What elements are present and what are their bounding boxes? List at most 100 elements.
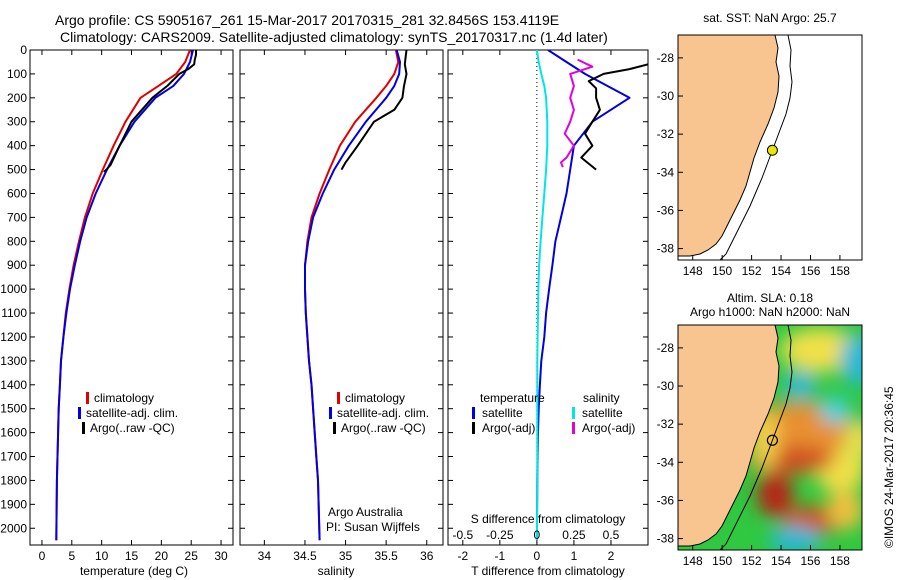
lon-tick-label: 158 bbox=[830, 554, 850, 568]
legend-swatch-sal-satellite bbox=[572, 407, 575, 419]
depth-tick-label: 500 bbox=[7, 163, 27, 177]
sst-map bbox=[677, 34, 863, 261]
legend-title-temperature: temperature bbox=[480, 391, 545, 405]
lat-tick-label: -28 bbox=[657, 51, 675, 65]
legend-label-temp-argo: Argo(-adj) bbox=[482, 421, 535, 435]
t-difference-axis-title: T difference from climatology bbox=[471, 564, 625, 578]
x-tick-label: 0 bbox=[39, 549, 46, 563]
credit-line-2: PI: Susan Wijffels bbox=[326, 520, 420, 534]
s-tick-label: 0 bbox=[534, 528, 541, 542]
x-tick-label: 30 bbox=[214, 549, 228, 563]
x-tick-label: 36 bbox=[420, 549, 434, 563]
series-line-temperature-argo-adj- bbox=[580, 63, 648, 171]
depth-tick-label: 100 bbox=[7, 67, 27, 81]
s-tick-label: -0.5 bbox=[452, 528, 473, 542]
depth-tick-label: 200 bbox=[7, 91, 27, 105]
x-tick-label: 10 bbox=[95, 549, 109, 563]
legend-label-climatology: climatology bbox=[345, 391, 405, 405]
depth-tick-label: 1700 bbox=[0, 450, 27, 464]
salinity-axis-title: salinity bbox=[318, 564, 355, 578]
lat-tick-label: -28 bbox=[657, 341, 675, 355]
lon-tick-label: 150 bbox=[712, 554, 732, 568]
lon-tick-label: 152 bbox=[742, 264, 762, 278]
sst-map-islands bbox=[861, 120, 862, 121]
salinity-legend: climatology satellite-adj. clim. Argo(..… bbox=[329, 391, 429, 435]
depth-tick-label: 300 bbox=[7, 115, 27, 129]
salinity-panel-frame bbox=[239, 49, 444, 546]
lat-tick-label: -32 bbox=[657, 417, 675, 431]
temperature-panel-frame bbox=[29, 49, 234, 546]
x-tick-label: 0 bbox=[534, 549, 541, 563]
lat-tick-label: -36 bbox=[657, 203, 675, 217]
lon-tick-label: 156 bbox=[800, 264, 820, 278]
lon-tick-label: 148 bbox=[683, 554, 703, 568]
sla-map-title-2: Argo h1000: NaN h2000: NaN bbox=[690, 305, 850, 319]
legend-swatch-climatology bbox=[337, 392, 340, 404]
legend-swatch-sal-argo bbox=[572, 422, 575, 434]
lat-tick-label: -38 bbox=[657, 242, 675, 256]
x-tick-label: 25 bbox=[185, 549, 199, 563]
depth-tick-label: 1300 bbox=[0, 354, 27, 368]
argo-location-marker bbox=[766, 434, 778, 446]
lon-tick-label: 154 bbox=[771, 264, 791, 278]
x-tick-label: 1 bbox=[571, 549, 578, 563]
depth-tick-label: 0 bbox=[20, 43, 27, 57]
s-tick-label: -0.25 bbox=[486, 528, 514, 542]
s-tick-label: 0.25 bbox=[562, 528, 586, 542]
legend-label-satellite-adj: satellite-adj. clim. bbox=[86, 406, 178, 420]
x-tick-label: 34 bbox=[258, 549, 272, 563]
lon-tick-label: 148 bbox=[683, 264, 703, 278]
depth-tick-label: 1500 bbox=[0, 402, 27, 416]
x-tick-label: 20 bbox=[155, 549, 169, 563]
sst-map-1000m-contour bbox=[719, 35, 793, 260]
temperature-axis-title: temperature (deg C) bbox=[80, 564, 188, 578]
depth-tick-label: 900 bbox=[7, 258, 27, 272]
s-tick-label: 0.5 bbox=[603, 528, 620, 542]
lon-tick-label: 156 bbox=[800, 554, 820, 568]
x-tick-label: 35.5 bbox=[374, 549, 398, 563]
lat-tick-label: -30 bbox=[657, 89, 675, 103]
series-line-salinity-argo-adj- bbox=[560, 58, 594, 168]
lat-tick-label: -38 bbox=[657, 532, 675, 546]
legend-swatch-satellite-adj bbox=[78, 407, 81, 419]
imos-watermark: ©IMOS 24-Mar-2017 20:36:45 bbox=[882, 386, 896, 548]
series-line-argo-raw-qc- bbox=[103, 50, 197, 173]
lat-tick-label: -32 bbox=[657, 127, 675, 141]
depth-tick-label: 1900 bbox=[0, 497, 27, 511]
legend-title-salinity: salinity bbox=[583, 391, 620, 405]
legend-label-climatology: climatology bbox=[94, 391, 154, 405]
legend-label-satellite-adj: satellite-adj. clim. bbox=[337, 406, 429, 420]
x-tick-label: 34.5 bbox=[293, 549, 317, 563]
x-tick-label: 15 bbox=[125, 549, 139, 563]
sst-map-title: sat. SST: NaN Argo: 25.7 bbox=[703, 11, 837, 25]
depth-tick-label: 1100 bbox=[1, 306, 27, 320]
s-difference-axis-title: S difference from climatology bbox=[471, 512, 626, 526]
legend-swatch-argo bbox=[82, 422, 85, 434]
depth-tick-label: 400 bbox=[7, 139, 27, 153]
x-tick-label: 35 bbox=[339, 549, 353, 563]
sla-map-title-1: Altim. SLA: 0.18 bbox=[727, 291, 813, 305]
depth-tick-label: 1600 bbox=[0, 426, 27, 440]
series-line-satellite-adj-clim- bbox=[304, 50, 401, 541]
depth-tick-label: 1800 bbox=[0, 473, 27, 487]
header-line-2: Climatology: CARS2009. Satellite-adjuste… bbox=[60, 29, 608, 45]
legend-label-argo: Argo(..raw -QC) bbox=[90, 421, 175, 435]
credit-line-1: Argo Australia bbox=[328, 505, 403, 519]
lat-tick-label: -36 bbox=[657, 493, 675, 507]
legend-label-temp-satellite: satellite bbox=[482, 406, 523, 420]
temperature-legend: climatology satellite-adj. clim. Argo(..… bbox=[78, 391, 178, 435]
x-tick-label: -1 bbox=[495, 549, 506, 563]
x-tick-label: 5 bbox=[68, 549, 75, 563]
legend-label-sal-argo: Argo(-adj) bbox=[582, 421, 635, 435]
lon-tick-label: 154 bbox=[771, 554, 791, 568]
lat-tick-label: -34 bbox=[657, 165, 675, 179]
depth-tick-label: 1200 bbox=[0, 330, 27, 344]
lon-tick-label: 152 bbox=[742, 554, 762, 568]
lon-tick-label: 150 bbox=[712, 264, 732, 278]
legend-swatch-climatology bbox=[86, 392, 89, 404]
series-line-argo-raw-qc- bbox=[340, 50, 408, 171]
legend-swatch-temp-argo bbox=[472, 422, 475, 434]
x-tick-label: 2 bbox=[608, 549, 615, 563]
legend-swatch-satellite-adj bbox=[329, 407, 332, 419]
